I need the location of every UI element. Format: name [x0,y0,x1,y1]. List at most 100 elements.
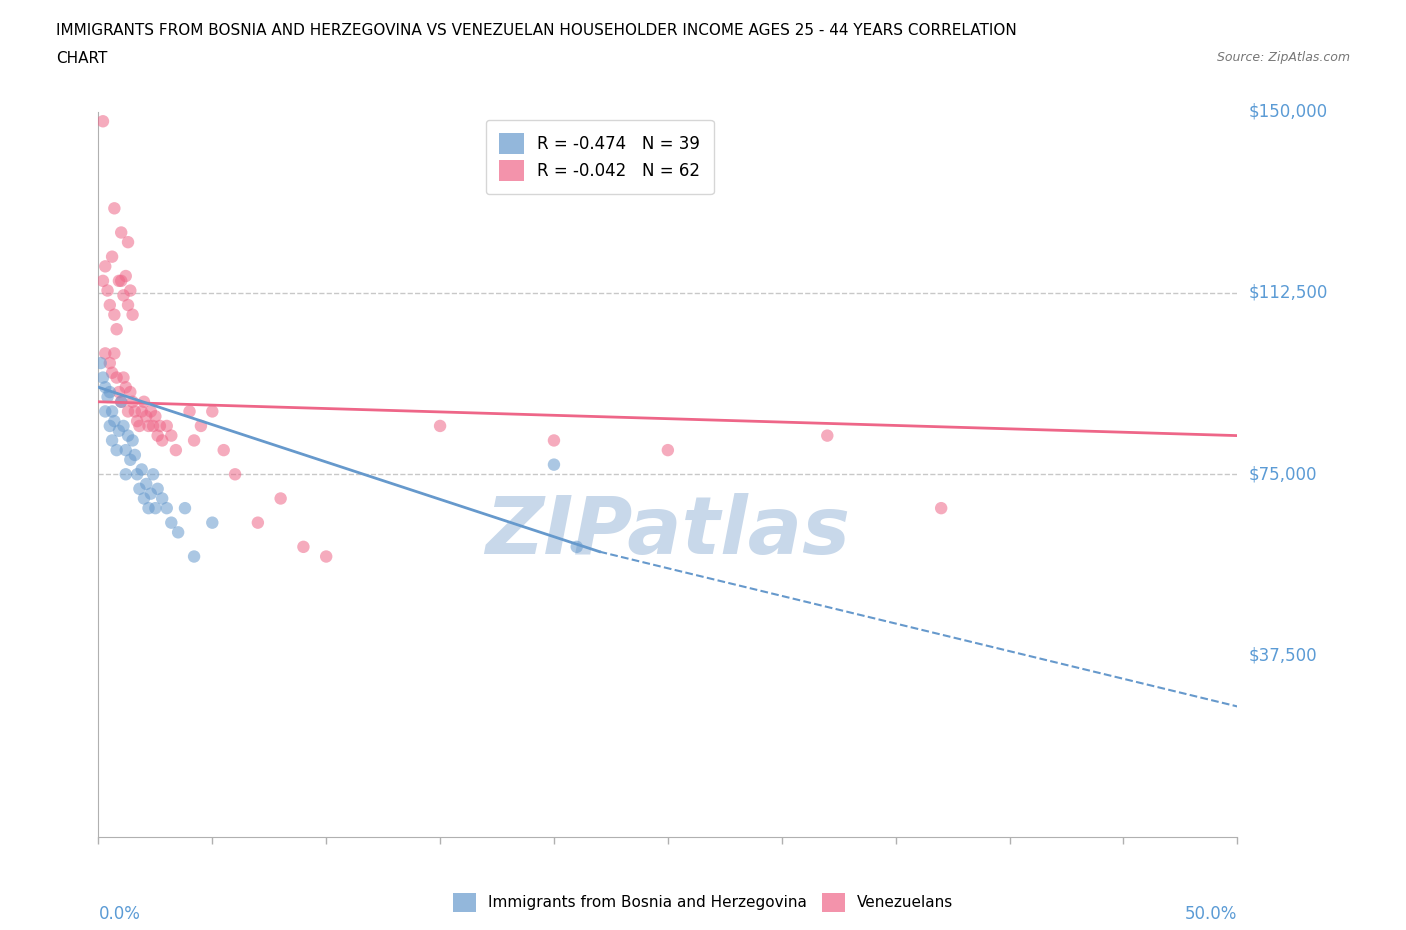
Point [101,365,124,380]
Point [165,443,187,458]
Point [929,500,952,515]
Point [108,273,131,288]
Point [114,467,136,482]
Point [149,418,172,433]
Point [138,500,160,515]
Point [103,307,125,322]
Point [108,423,131,438]
Point [292,539,315,554]
Point [150,491,173,506]
Point [156,418,179,433]
Point [224,467,246,482]
Point [131,462,153,477]
Point [815,428,838,443]
Point [98,418,121,433]
Text: $75,000: $75,000 [1249,465,1317,484]
Point [128,482,150,497]
Point [174,500,197,515]
Point [110,394,132,409]
Text: IMMIGRANTS FROM BOSNIA AND HERZEGOVINA VS VENEZUELAN HOUSEHOLDER INCOME AGES 25 : IMMIGRANTS FROM BOSNIA AND HERZEGOVINA V… [56,23,1017,38]
Point [135,409,157,424]
Point [117,234,139,249]
Text: 0.0%: 0.0% [98,905,141,923]
Text: $150,000: $150,000 [1249,102,1327,121]
Point [112,370,135,385]
Text: 50.0%: 50.0% [1185,905,1237,923]
Point [91,370,114,385]
Point [270,491,292,506]
Point [146,428,169,443]
Point [179,404,201,418]
Point [120,452,142,467]
Point [145,500,167,515]
Point [103,414,125,429]
Point [146,482,169,497]
Point [94,404,117,418]
Point [201,404,224,418]
Point [160,515,183,530]
Point [103,346,125,361]
Point [131,404,153,418]
Point [120,385,142,400]
Point [91,113,114,128]
Point [96,390,118,405]
Point [127,414,149,429]
Point [96,283,118,298]
Point [108,385,131,400]
Point [124,404,146,418]
Point [127,467,149,482]
Point [160,428,183,443]
Text: $37,500: $37,500 [1249,646,1317,665]
Point [429,418,451,433]
Point [110,225,132,240]
Text: ZIPatlas: ZIPatlas [485,493,851,571]
Point [101,249,124,264]
Point [201,515,224,530]
Point [135,476,157,491]
Point [124,447,146,462]
Point [121,433,143,448]
Point [114,443,136,458]
Point [94,259,117,273]
Point [246,515,269,530]
Point [105,370,128,385]
Point [117,428,139,443]
Point [183,549,205,564]
Point [110,394,132,409]
Point [112,418,135,433]
Legend: Immigrants from Bosnia and Herzegovina, Venezuelans: Immigrants from Bosnia and Herzegovina, … [447,887,959,918]
Point [117,404,139,418]
Point [105,443,128,458]
Point [565,539,588,554]
Point [142,418,165,433]
Point [132,491,155,506]
Point [132,394,155,409]
Point [103,201,125,216]
Point [114,269,136,284]
Text: Source: ZipAtlas.com: Source: ZipAtlas.com [1216,51,1350,64]
Point [212,443,235,458]
Point [121,394,143,409]
Point [138,418,160,433]
Point [94,379,117,394]
Point [101,433,124,448]
Legend: R = -0.474   N = 39, R = -0.042   N = 62: R = -0.474 N = 39, R = -0.042 N = 62 [485,120,713,194]
Text: $112,500: $112,500 [1249,284,1329,302]
Point [657,443,679,458]
Point [91,273,114,288]
Point [112,288,135,303]
Point [98,385,121,400]
Point [114,379,136,394]
Text: CHART: CHART [56,51,108,66]
Point [543,433,565,448]
Point [98,355,121,370]
Point [128,418,150,433]
Point [98,298,121,312]
Point [150,433,173,448]
Point [156,500,179,515]
Point [105,322,128,337]
Point [142,467,165,482]
Point [190,418,212,433]
Point [183,433,205,448]
Point [90,355,112,370]
